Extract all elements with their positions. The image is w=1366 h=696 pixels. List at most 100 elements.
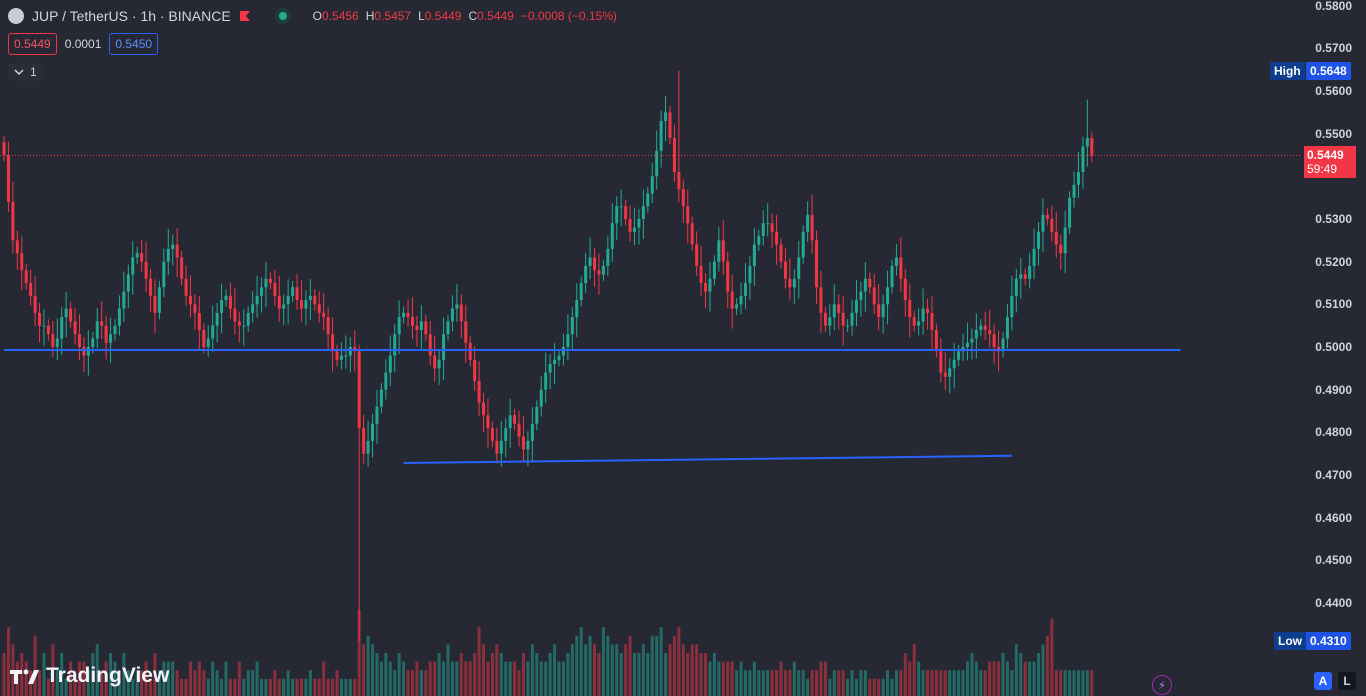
volume-bar [681, 644, 685, 696]
candle-body [628, 219, 632, 232]
candle-body [544, 372, 548, 390]
volume-bar [544, 661, 548, 696]
volume-bar [126, 670, 130, 696]
candle-body [433, 355, 437, 369]
volume-bar [1081, 670, 1085, 696]
flag-icon[interactable] [239, 10, 251, 22]
price-axis-label: 0.5100 [1315, 297, 1352, 312]
sell-button[interactable]: 0.5449 [8, 33, 57, 55]
volume-bar [628, 635, 632, 696]
candle-body [979, 325, 983, 330]
candle-body [410, 317, 414, 326]
volume-bar [180, 678, 184, 696]
candle-body [570, 317, 574, 335]
volume-bar [131, 678, 135, 696]
candle-body [295, 287, 299, 301]
volume-bar [291, 678, 295, 696]
candle-body [362, 428, 366, 454]
candle-body [322, 312, 326, 318]
volume-bar [100, 670, 104, 696]
candle-body [379, 389, 383, 407]
candle-body [1045, 214, 1049, 220]
symbol-title[interactable]: JUP / TetherUS · 1h · BINANCE [32, 8, 231, 24]
volume-bar [379, 661, 383, 696]
volume-bar [664, 653, 668, 696]
tradingview-logo[interactable]: TradingView [10, 664, 169, 688]
candle-body [655, 150, 659, 177]
volume-bar [832, 670, 836, 696]
candle-body [131, 257, 135, 275]
candle-body [299, 300, 303, 309]
candle-body [890, 265, 894, 288]
volume-bar [406, 670, 410, 696]
candle-body [632, 227, 636, 232]
volume-bar [1037, 653, 1041, 696]
volume-bar [1050, 618, 1054, 696]
buy-button[interactable]: 0.5450 [109, 33, 159, 55]
volume-bar [948, 670, 952, 696]
candle-body [508, 415, 512, 429]
price-axis-label: 0.5200 [1315, 254, 1352, 269]
candle-body [735, 304, 739, 309]
candle-body [579, 283, 583, 301]
volume-bar [610, 644, 614, 696]
volume-bar [473, 653, 477, 696]
candle-body [610, 223, 614, 249]
volume-bar [712, 653, 716, 696]
volume-bar [20, 653, 24, 696]
volume-bar [91, 653, 95, 696]
candle-body [912, 317, 916, 326]
volume-bar [930, 670, 934, 696]
volume-bar [659, 627, 663, 696]
volume-bar [282, 678, 286, 696]
candle-body [566, 334, 570, 347]
volume-bar [775, 670, 779, 696]
candle-body [1068, 197, 1072, 228]
volume-bar [295, 678, 299, 696]
volume-bar [526, 661, 530, 696]
candle-body [637, 219, 641, 228]
candle-body [526, 440, 530, 450]
candle-body [535, 406, 539, 424]
candle-body [437, 359, 441, 369]
volume-bar [1023, 661, 1027, 696]
volume-bar [957, 670, 961, 696]
volume-bar [735, 670, 739, 696]
candle-body [46, 325, 50, 335]
candle-body [1054, 231, 1058, 245]
candle-body [348, 347, 352, 356]
lightning-icon[interactable]: ⚡ [1152, 675, 1172, 695]
trendline[interactable] [403, 454, 1012, 465]
candle-body [2, 142, 6, 156]
candle-body [166, 248, 170, 262]
candle-body [175, 244, 179, 258]
trendline-layer[interactable] [4, 348, 1181, 465]
volume-bar [646, 653, 650, 696]
price-axis-label: 0.5000 [1315, 340, 1352, 354]
candle-body [992, 334, 996, 347]
indicator-toggle[interactable]: 1 [8, 63, 43, 81]
volume-bar [899, 670, 903, 696]
volume-bar [846, 678, 850, 696]
candle-body [672, 137, 676, 173]
volume-bar [51, 644, 55, 696]
auto-scale-button[interactable]: A [1314, 672, 1332, 690]
volume-bar [353, 678, 357, 696]
volume-bar [24, 661, 28, 696]
volume-bar [557, 661, 561, 696]
volume-bar [695, 644, 699, 696]
candle-body [752, 244, 756, 266]
candle-body [388, 355, 392, 373]
candle-body [899, 257, 903, 279]
candle-body [584, 265, 588, 284]
candle-body [482, 402, 486, 416]
log-scale-button[interactable]: L [1338, 672, 1356, 690]
trade-panel: 0.5449 0.0001 0.5450 [8, 33, 159, 55]
volume-bar [171, 661, 175, 696]
candle-body [761, 223, 765, 237]
candle-body [695, 244, 699, 266]
high-marker-value: 0.5648 [1306, 62, 1351, 80]
volume-bar [668, 644, 672, 696]
volume-bar [317, 678, 321, 696]
